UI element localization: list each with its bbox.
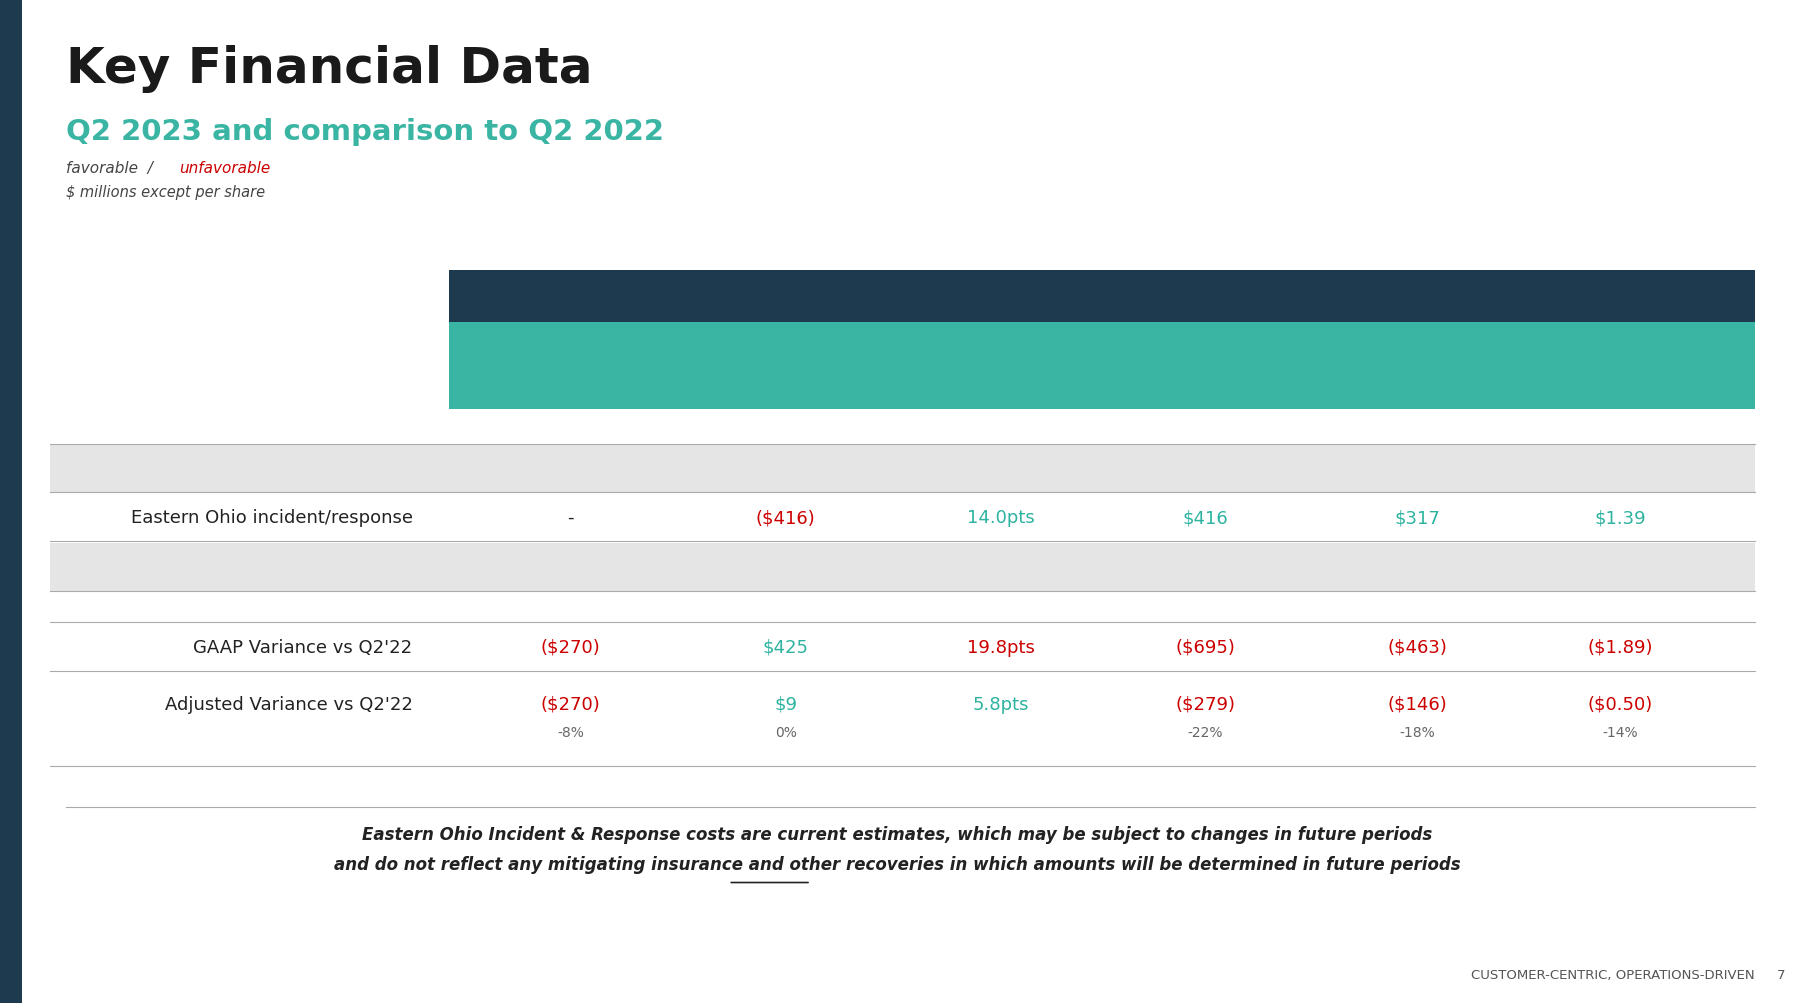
Text: ($1.89): ($1.89) [1588,638,1652,656]
Text: Operating: Operating [737,341,834,359]
Text: -14%: -14% [1602,725,1638,739]
Text: 14.0pts: 14.0pts [967,509,1035,527]
Text: $576: $576 [1180,459,1231,477]
Text: ($279): ($279) [1175,695,1236,713]
Text: Net: Net [1399,341,1435,359]
Text: -: - [567,509,574,527]
Text: $2.95: $2.95 [1591,559,1649,577]
Text: Earnings: Earnings [1577,341,1663,359]
Text: Eastern Ohio Incident & Response costs are current estimates, which may be subje: Eastern Ohio Incident & Response costs a… [362,825,1432,844]
Text: -22%: -22% [1188,725,1224,739]
Text: GAAP Variance vs Q2'22: GAAP Variance vs Q2'22 [194,638,413,656]
Text: ($695): ($695) [1175,638,1236,656]
Text: 0%: 0% [775,725,797,739]
Text: $1,988: $1,988 [750,559,822,577]
Text: ($270): ($270) [540,695,601,713]
Text: ($416): ($416) [755,509,816,527]
Text: $2,980: $2,980 [535,559,606,577]
Text: $1.39: $1.39 [1595,509,1645,527]
Text: Ratio: Ratio [976,373,1026,391]
Text: Operating: Operating [953,341,1049,359]
Text: $416: $416 [1182,509,1229,527]
Text: per Share: per Share [1572,373,1668,391]
Text: Eastern Ohio incident/response: Eastern Ohio incident/response [131,509,413,527]
Text: Revenue: Revenue [527,357,614,375]
Text: Second Quarter: Second Quarter [997,285,1206,309]
Text: Income: Income [1170,373,1241,391]
Text: Expense: Expense [745,373,827,391]
Text: 80.7%: 80.7% [969,459,1033,477]
Text: CUSTOMER-CENTRIC, OPERATIONS-DRIVEN: CUSTOMER-CENTRIC, OPERATIONS-DRIVEN [1471,968,1755,981]
Text: $992: $992 [1179,559,1232,577]
Text: unfavorable: unfavorable [179,160,271,176]
Text: $ millions except per share: $ millions except per share [66,185,266,200]
Text: favorable  /: favorable / [66,160,163,176]
Text: $317: $317 [1394,509,1441,527]
Text: Operating: Operating [1157,341,1254,359]
Text: Key Financial Data: Key Financial Data [66,45,592,93]
Text: -18%: -18% [1399,725,1435,739]
Text: ($270): ($270) [540,638,601,656]
Text: $1.56: $1.56 [1591,459,1649,477]
Text: $356: $356 [1390,459,1444,477]
Text: 66.7%: 66.7% [969,559,1033,577]
Text: 7: 7 [1776,968,1785,981]
Text: $425: $425 [762,638,809,656]
Text: ($146): ($146) [1387,695,1448,713]
Text: $673: $673 [1390,559,1444,577]
Text: $9: $9 [775,695,797,713]
Text: $2,980: $2,980 [535,459,606,477]
Text: Income: Income [1381,373,1453,391]
Text: $2,404: $2,404 [750,459,822,477]
Text: 5.8pts: 5.8pts [972,695,1030,713]
Text: ($463): ($463) [1387,638,1448,656]
Text: -8%: -8% [558,725,583,739]
Text: Q2 2023 and comparison to Q2 2022: Q2 2023 and comparison to Q2 2022 [66,118,664,146]
Text: ($0.50): ($0.50) [1588,695,1652,713]
Text: Q2 2023 Adjusted: Q2 2023 Adjusted [224,559,413,577]
Text: and do not reflect any mitigating insurance and other recoveries in which amount: and do not reflect any mitigating insura… [334,856,1460,874]
Text: Adjusted Variance vs Q2'22: Adjusted Variance vs Q2'22 [165,695,413,713]
Text: Q2 2023 GAAP: Q2 2023 GAAP [260,459,413,477]
Text: 19.8pts: 19.8pts [967,638,1035,656]
